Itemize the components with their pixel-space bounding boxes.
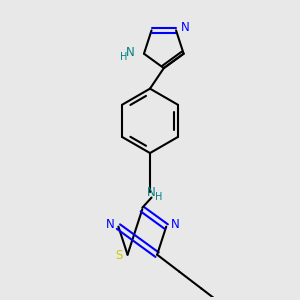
Text: H: H (120, 52, 127, 62)
Text: N: N (170, 218, 179, 231)
Text: N: N (126, 46, 134, 59)
Text: N: N (181, 21, 190, 34)
Text: N: N (147, 186, 156, 200)
Text: S: S (115, 249, 123, 262)
Text: H: H (154, 192, 162, 202)
Text: N: N (105, 218, 114, 231)
